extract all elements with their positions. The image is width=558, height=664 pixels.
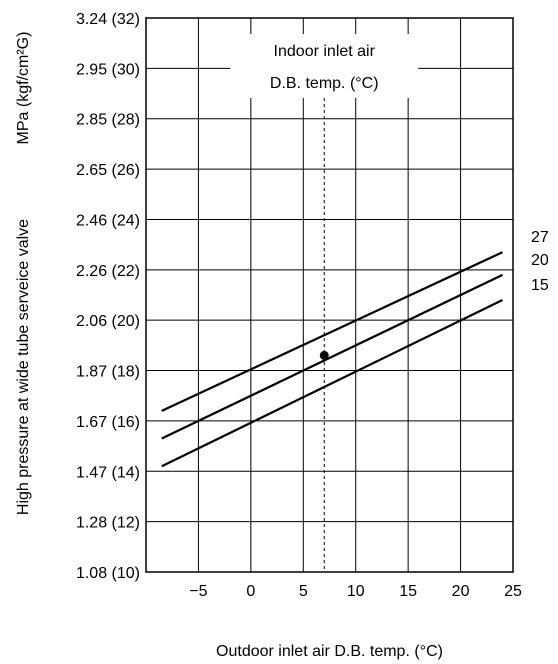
- series-line-27: [161, 251, 503, 412]
- y-tick-label: 2.26 (22): [76, 263, 140, 280]
- y-tick-label: 2.06 (20): [76, 313, 140, 330]
- x-tick-label: 0: [246, 583, 255, 600]
- x-tick-label: 5: [299, 583, 308, 600]
- series-label-20: 20: [531, 252, 549, 269]
- y-tick-label: 1.47 (14): [76, 464, 140, 481]
- x-tick-label: −5: [189, 583, 207, 600]
- annotation-line-1: Indoor inlet air: [274, 43, 376, 60]
- annotation-line-2: D.B. temp. (°C): [270, 75, 379, 92]
- grid-lines: [146, 17, 514, 573]
- y-tick-label: 2.46 (24): [76, 212, 140, 229]
- y-tick-label: 1.08 (10): [76, 565, 140, 582]
- y-tick-label: 1.67 (16): [76, 414, 140, 431]
- annotation-background: [230, 34, 419, 98]
- plot-frame: [145, 17, 514, 573]
- y-tick-label: 3.24 (32): [76, 11, 140, 28]
- y-axis-unit-label: MPa (kgf/cm²G): [15, 32, 32, 145]
- series-line-15: [161, 299, 503, 468]
- series-label-15: 15: [531, 277, 549, 294]
- x-tick-label: 25: [504, 583, 522, 600]
- x-tick-label: 15: [399, 583, 417, 600]
- series-line-20: [161, 273, 503, 440]
- y-axis-label: High pressure at wide tube serveice valv…: [15, 219, 32, 515]
- operating-point-marker: [319, 350, 329, 360]
- y-tick-label: 2.85 (28): [76, 112, 140, 129]
- series-lines: 27 20 15: [161, 229, 549, 468]
- x-tick-label: 20: [452, 583, 470, 600]
- y-tick-label: 2.95 (30): [76, 61, 140, 78]
- y-tick-label: 1.87 (18): [76, 364, 140, 381]
- y-tick-label: 2.65 (26): [76, 162, 140, 179]
- x-tick-label: 10: [347, 583, 365, 600]
- x-tick-labels: −5 0 5 10 15 20 25: [189, 583, 522, 600]
- x-axis-label: Outdoor inlet air D.B. temp. (°C): [216, 643, 443, 660]
- series-label-27: 27: [531, 229, 549, 246]
- y-tick-label: 1.28 (12): [76, 515, 140, 532]
- y-tick-labels: 1.08 (10) 1.28 (12) 1.47 (14) 1.67 (16) 1.87…: [76, 11, 140, 582]
